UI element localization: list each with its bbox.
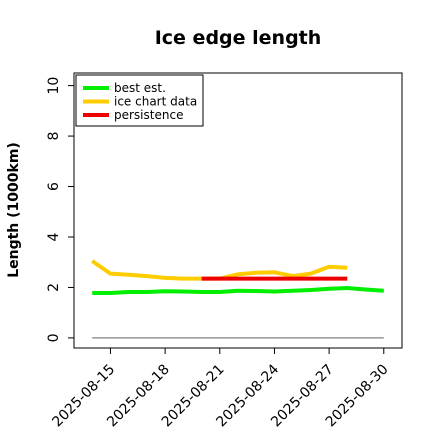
y-tick-label: 6: [46, 182, 62, 191]
chart-title: Ice edge length: [155, 27, 322, 49]
x-axis: 2025-08-152025-08-182025-08-212025-08-24…: [49, 348, 392, 430]
series-line-ice-chart-data: [91, 259, 348, 281]
y-axis-label: Length (1000km): [6, 142, 22, 278]
y-tick-label: 4: [46, 232, 62, 241]
y-tick-label: 8: [46, 132, 62, 141]
legend-label: persistence: [114, 108, 183, 122]
legend-label: ice chart data: [114, 95, 197, 109]
plot-area: [91, 259, 384, 339]
y-tick-label: 0: [46, 333, 62, 342]
legend-label: best est.: [114, 81, 166, 95]
y-axis: 0 2 4 6 8 10: [46, 77, 74, 342]
y-tick-label: 2: [46, 283, 62, 292]
y-tick-label: 10: [46, 77, 62, 95]
plot-frame: [73, 72, 403, 349]
series-line-best-est: [92, 286, 384, 295]
